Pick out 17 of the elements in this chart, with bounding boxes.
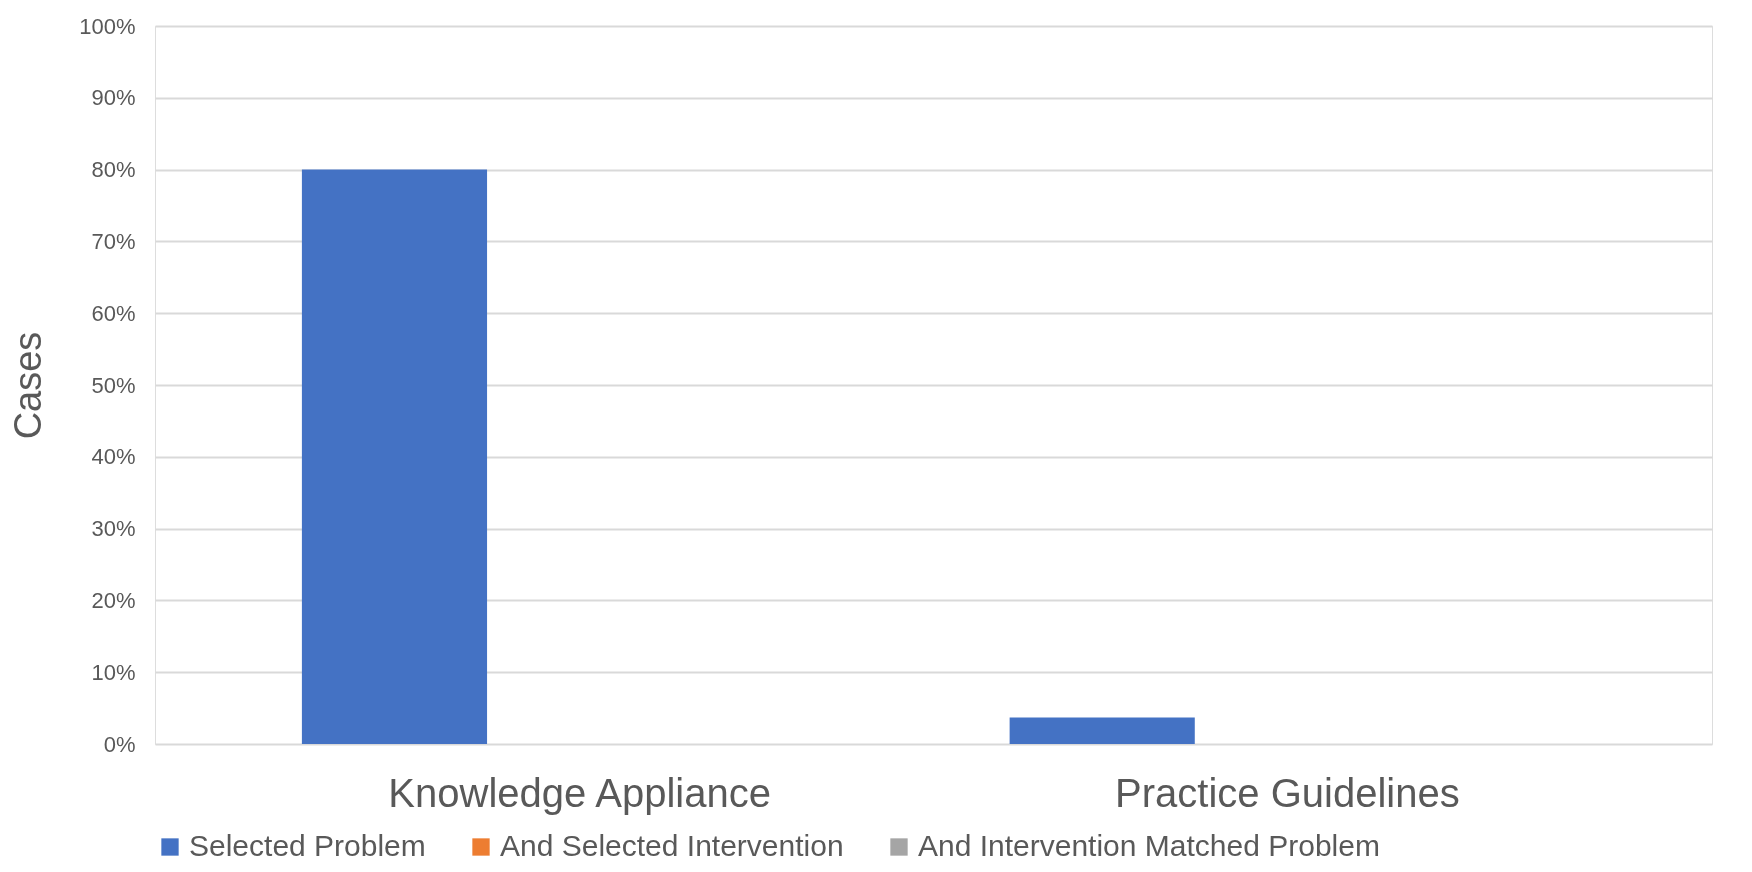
y-tick-label: 70% xyxy=(91,228,136,254)
x-tick-label: Practice Guidelines xyxy=(1115,770,1460,815)
y-tick-label: 100% xyxy=(79,13,136,39)
y-tick-label: 90% xyxy=(91,85,136,111)
y-tick-label: 0% xyxy=(103,731,136,757)
y-axis-title: Cases xyxy=(7,331,50,440)
legend-label: Selected Problem xyxy=(189,829,426,862)
legend-label: And Intervention Matched Problem xyxy=(918,829,1380,862)
legend-label: And Selected Intervention xyxy=(500,829,844,862)
y-tick-label: 60% xyxy=(91,300,136,326)
y-tick-label: 80% xyxy=(91,157,136,183)
y-tick-label: 50% xyxy=(91,372,136,398)
y-tick-label: 30% xyxy=(91,516,136,542)
y-tick-label: 40% xyxy=(91,444,136,470)
y-tick-label: 10% xyxy=(91,659,136,685)
x-tick-label: Knowledge Appliance xyxy=(388,770,771,815)
y-tick-label: 20% xyxy=(91,587,136,613)
